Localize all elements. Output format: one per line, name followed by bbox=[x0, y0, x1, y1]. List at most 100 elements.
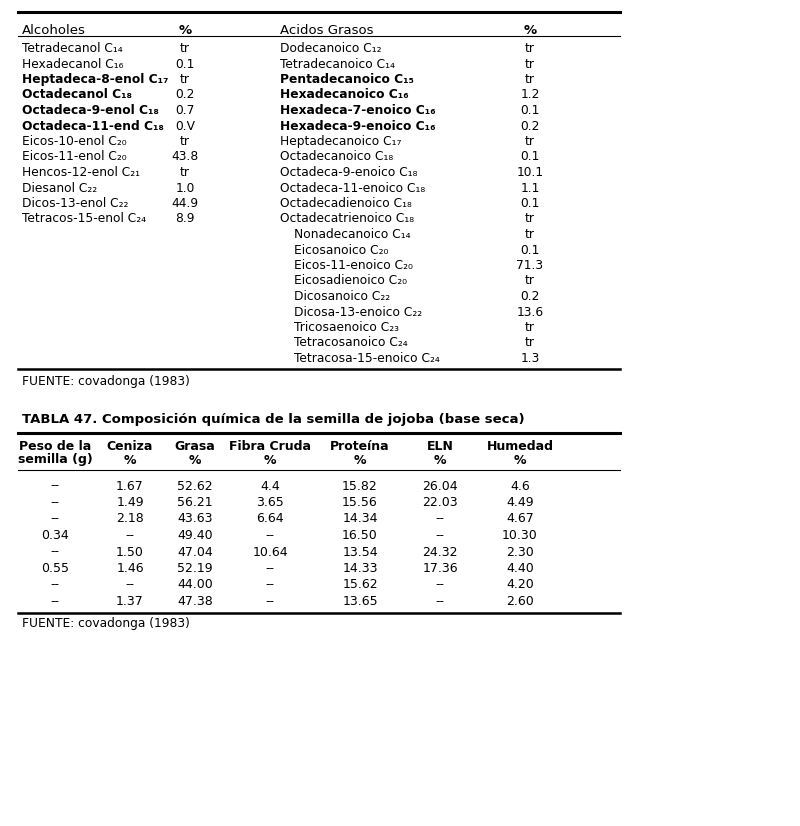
Text: 24.32: 24.32 bbox=[422, 545, 458, 558]
Text: 47.38: 47.38 bbox=[177, 595, 213, 608]
Text: --: -- bbox=[266, 562, 274, 575]
Text: %: % bbox=[124, 453, 136, 467]
Text: Eicosadienoico C₂₀: Eicosadienoico C₂₀ bbox=[294, 274, 407, 287]
Text: 2.30: 2.30 bbox=[506, 545, 534, 558]
Text: 43.63: 43.63 bbox=[178, 512, 213, 525]
Text: %: % bbox=[178, 24, 191, 37]
Text: --: -- bbox=[266, 529, 274, 542]
Text: tr: tr bbox=[525, 336, 535, 349]
Text: Tetracosanoico C₂₄: Tetracosanoico C₂₄ bbox=[294, 336, 408, 349]
Text: 4.49: 4.49 bbox=[506, 496, 534, 509]
Text: 0.1: 0.1 bbox=[520, 104, 540, 117]
Text: %: % bbox=[264, 453, 276, 467]
Text: 16.50: 16.50 bbox=[342, 529, 378, 542]
Text: Dicosanoico C₂₂: Dicosanoico C₂₂ bbox=[294, 290, 390, 303]
Text: Tetracos-15-enol C₂₄: Tetracos-15-enol C₂₄ bbox=[22, 212, 146, 225]
Text: Nonadecanoico C₁₄: Nonadecanoico C₁₄ bbox=[294, 228, 410, 241]
Text: Dicosa-13-enoico C₂₂: Dicosa-13-enoico C₂₂ bbox=[294, 306, 422, 319]
Text: --: -- bbox=[50, 496, 59, 509]
Text: --: -- bbox=[435, 595, 445, 608]
Text: 1.1: 1.1 bbox=[520, 182, 540, 194]
Text: Octadeca-9-enoico C₁₈: Octadeca-9-enoico C₁₈ bbox=[280, 166, 418, 179]
Text: ELN: ELN bbox=[426, 440, 454, 453]
Text: Hencos-12-enol C₂₁: Hencos-12-enol C₂₁ bbox=[22, 166, 140, 179]
Text: tr: tr bbox=[525, 212, 535, 225]
Text: Octadecanol C₁₈: Octadecanol C₁₈ bbox=[22, 88, 132, 102]
Text: tr: tr bbox=[525, 73, 535, 86]
Text: Heptadeca-8-enol C₁₇: Heptadeca-8-enol C₁₇ bbox=[22, 73, 169, 86]
Text: Tricosaenoico C₂₃: Tricosaenoico C₂₃ bbox=[294, 321, 399, 334]
Text: 14.33: 14.33 bbox=[342, 562, 378, 575]
Text: --: -- bbox=[126, 578, 134, 591]
Text: Diesanol C₂₂: Diesanol C₂₂ bbox=[22, 182, 97, 194]
Text: Octadeca-11-end C₁₈: Octadeca-11-end C₁₈ bbox=[22, 120, 164, 132]
Text: 1.0: 1.0 bbox=[175, 182, 194, 194]
Text: Octadeca-11-enoico C₁₈: Octadeca-11-enoico C₁₈ bbox=[280, 182, 425, 194]
Text: 47.04: 47.04 bbox=[177, 545, 213, 558]
Text: 1.50: 1.50 bbox=[116, 545, 144, 558]
Text: Hexadeca-9-enoico C₁₆: Hexadeca-9-enoico C₁₆ bbox=[280, 120, 435, 132]
Text: %: % bbox=[354, 453, 366, 467]
Text: 2.18: 2.18 bbox=[116, 512, 144, 525]
Text: 0.34: 0.34 bbox=[41, 529, 69, 542]
Text: 56.21: 56.21 bbox=[177, 496, 213, 509]
Text: --: -- bbox=[435, 512, 445, 525]
Text: 8.9: 8.9 bbox=[175, 212, 194, 225]
Text: 13.65: 13.65 bbox=[342, 595, 378, 608]
Text: %: % bbox=[434, 453, 446, 467]
Text: Tetradecanoico C₁₄: Tetradecanoico C₁₄ bbox=[280, 58, 395, 70]
Text: 4.67: 4.67 bbox=[506, 512, 534, 525]
Text: 0.1: 0.1 bbox=[520, 197, 540, 210]
Text: Hexadecanol C₁₆: Hexadecanol C₁₆ bbox=[22, 58, 123, 70]
Text: tr: tr bbox=[525, 274, 535, 287]
Text: 6.64: 6.64 bbox=[256, 512, 284, 525]
Text: %: % bbox=[189, 453, 202, 467]
Text: Proteína: Proteína bbox=[330, 440, 390, 453]
Text: 44.9: 44.9 bbox=[171, 197, 198, 210]
Text: Pentadecanoico C₁₅: Pentadecanoico C₁₅ bbox=[280, 73, 414, 86]
Text: 0.V: 0.V bbox=[175, 120, 195, 132]
Text: --: -- bbox=[50, 512, 59, 525]
Text: Hexadeca-7-enoico C₁₆: Hexadeca-7-enoico C₁₆ bbox=[280, 104, 436, 117]
Text: 1.49: 1.49 bbox=[116, 496, 144, 509]
Text: Dicos-13-enol C₂₂: Dicos-13-enol C₂₂ bbox=[22, 197, 128, 210]
Text: Hexadecanoico C₁₆: Hexadecanoico C₁₆ bbox=[280, 88, 409, 102]
Text: 0.1: 0.1 bbox=[520, 244, 540, 257]
Text: Tetracosa-15-enoico C₂₄: Tetracosa-15-enoico C₂₄ bbox=[294, 352, 440, 365]
Text: %: % bbox=[514, 453, 526, 467]
Text: Octadeca-9-enol C₁₈: Octadeca-9-enol C₁₈ bbox=[22, 104, 159, 117]
Text: 14.34: 14.34 bbox=[342, 512, 378, 525]
Text: 1.37: 1.37 bbox=[116, 595, 144, 608]
Text: 0.1: 0.1 bbox=[520, 150, 540, 164]
Text: 2.60: 2.60 bbox=[506, 595, 534, 608]
Text: 1.46: 1.46 bbox=[116, 562, 144, 575]
Text: 0.1: 0.1 bbox=[175, 58, 194, 70]
Text: FUENTE: covadonga (1983): FUENTE: covadonga (1983) bbox=[22, 376, 190, 388]
Text: Dodecanoico C₁₂: Dodecanoico C₁₂ bbox=[280, 42, 382, 55]
Text: 10.64: 10.64 bbox=[252, 545, 288, 558]
Text: 71.3: 71.3 bbox=[517, 259, 543, 272]
Text: 4.20: 4.20 bbox=[506, 578, 534, 591]
Text: 44.00: 44.00 bbox=[177, 578, 213, 591]
Text: Octadecatrienoico C₁₈: Octadecatrienoico C₁₈ bbox=[280, 212, 414, 225]
Text: Acidos Grasos: Acidos Grasos bbox=[280, 24, 374, 37]
Text: tr: tr bbox=[525, 321, 535, 334]
Text: Fibra Cruda: Fibra Cruda bbox=[229, 440, 311, 453]
Text: --: -- bbox=[50, 480, 59, 492]
Text: 1.2: 1.2 bbox=[520, 88, 540, 102]
Text: --: -- bbox=[50, 595, 59, 608]
Text: Octadecadienoico C₁₈: Octadecadienoico C₁₈ bbox=[280, 197, 412, 210]
Text: semilla (g): semilla (g) bbox=[18, 453, 92, 467]
Text: Humedad: Humedad bbox=[486, 440, 554, 453]
Text: 0.7: 0.7 bbox=[175, 104, 194, 117]
Text: Octadecanoico C₁₈: Octadecanoico C₁₈ bbox=[280, 150, 393, 164]
Text: 4.40: 4.40 bbox=[506, 562, 534, 575]
Text: 0.2: 0.2 bbox=[175, 88, 194, 102]
Text: --: -- bbox=[50, 578, 59, 591]
Text: 15.62: 15.62 bbox=[342, 578, 378, 591]
Text: 3.65: 3.65 bbox=[256, 496, 284, 509]
Text: Peso de la: Peso de la bbox=[19, 440, 91, 453]
Text: tr: tr bbox=[180, 42, 190, 55]
Text: 13.6: 13.6 bbox=[517, 306, 543, 319]
Text: 43.8: 43.8 bbox=[171, 150, 198, 164]
